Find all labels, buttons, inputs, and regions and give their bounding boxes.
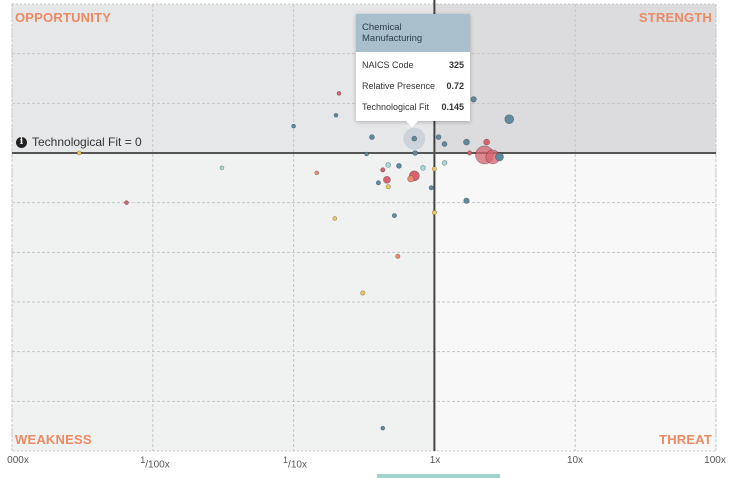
quadrant-label-threat: THREAT [659,432,712,447]
quadrant-strength [434,4,716,153]
data-point[interactable] [395,253,401,259]
x-tick-label: 10x [566,455,584,466]
tooltip-row: NAICS Code 325 [356,52,470,76]
data-point[interactable] [391,213,397,219]
tooltip-row-label: NAICS Code [362,60,414,70]
data-point[interactable] [431,210,437,216]
data-point[interactable] [463,138,470,146]
x-tick-label: 1/100x [140,455,170,471]
data-point[interactable] [364,151,369,157]
data-point[interactable] [407,175,415,183]
reference-line-text: Technological Fit = 0 [32,135,142,149]
data-point[interactable] [76,150,82,156]
data-point[interactable] [412,150,418,156]
quadrant-label-opportunity: OPPORTUNITY [15,10,112,25]
tooltip-title: Chemical Manufacturing [356,14,470,52]
tooltip-row-value: 0.72 [446,81,464,91]
data-point[interactable] [332,216,338,221]
data-point[interactable] [504,114,515,125]
data-point[interactable] [124,200,129,205]
x-tick-label: 1/10x [283,455,307,471]
data-point[interactable] [435,134,442,140]
quadrant-label-weakness: WEAKNESS [15,432,92,447]
bottom-control[interactable] [377,474,500,478]
data-point[interactable] [428,185,434,191]
tooltip-row-value: 325 [448,60,464,70]
quadrant-label-strength: STRENGTH [638,10,712,25]
data-point[interactable] [411,135,418,142]
x-tick-label: 000x [7,455,29,466]
data-point[interactable] [420,165,426,171]
x-tick-label: 1x [429,455,441,466]
tooltip-row: Technological Fit 0.145 [356,97,470,121]
data-point[interactable] [336,91,342,96]
tooltip: Chemical Manufacturing NAICS Code 325 Rel… [356,14,470,127]
data-point[interactable] [380,167,386,173]
tooltip-row: Relative Presence 0.72 [356,76,470,97]
data-point[interactable] [380,425,386,431]
data-point[interactable] [441,160,448,166]
plot-border [11,3,717,452]
tooltip-row-label: Technological Fit [362,102,430,112]
tooltip-row-label: Relative Presence [362,81,436,91]
data-point[interactable] [360,290,366,296]
data-point[interactable] [383,176,391,184]
data-point[interactable] [385,184,391,190]
data-point[interactable] [463,197,470,204]
data-point[interactable] [375,180,381,186]
data-point[interactable] [470,96,477,103]
data-point[interactable] [483,138,490,146]
info-icon[interactable]: i [16,136,27,148]
data-point[interactable] [431,166,437,172]
tooltip-row-value: 0.145 [441,102,464,112]
data-point[interactable] [369,134,375,140]
reference-line-label[interactable]: i Technological Fit = 0 [16,135,142,149]
data-point[interactable] [291,123,296,129]
data-point[interactable] [441,141,448,147]
data-point[interactable] [495,152,504,162]
data-point[interactable] [314,170,320,176]
data-point[interactable] [333,112,339,118]
data-point[interactable] [396,163,402,169]
data-point[interactable] [467,150,473,156]
data-point[interactable] [219,165,225,171]
x-tick-label: 100x [704,455,726,466]
data-point[interactable] [385,162,392,168]
